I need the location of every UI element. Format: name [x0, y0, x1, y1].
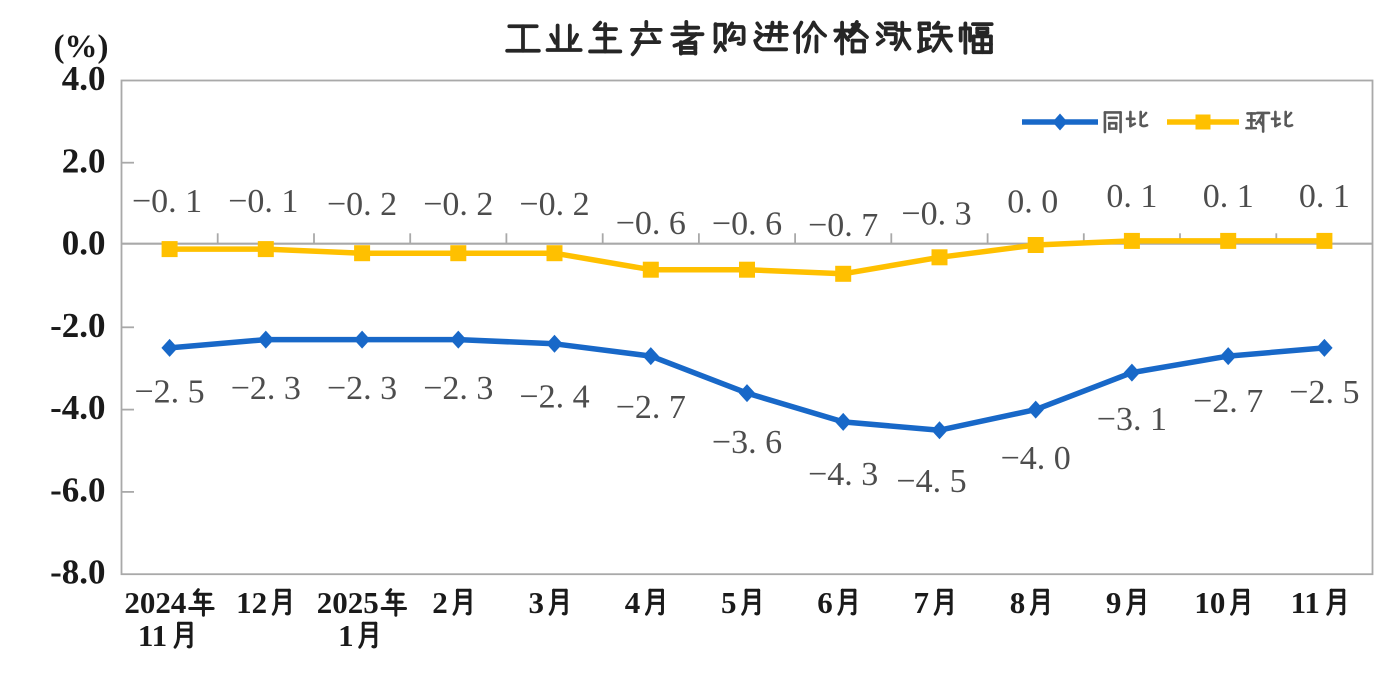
svg-text:−3. 1: −3. 1: [1097, 401, 1167, 438]
svg-text:2.0: 2.0: [62, 141, 106, 180]
svg-text:0. 0: 0. 0: [1007, 184, 1058, 221]
svg-text:-2.0: -2.0: [50, 306, 105, 345]
svg-text:5: 5: [721, 585, 737, 620]
svg-text:−4. 3: −4. 3: [808, 456, 878, 493]
svg-text:10: 10: [1194, 585, 1225, 620]
svg-text:1: 1: [338, 618, 354, 653]
svg-text:−0. 1: −0. 1: [228, 183, 298, 220]
svg-text:−2. 7: −2. 7: [1193, 383, 1263, 420]
svg-text:4: 4: [625, 585, 641, 620]
svg-text:0.0: 0.0: [62, 224, 106, 263]
svg-text:−3. 6: −3. 6: [712, 424, 782, 461]
svg-text:−0. 2: −0. 2: [327, 186, 397, 223]
svg-text:2024: 2024: [124, 585, 186, 620]
svg-text:−4. 5: −4. 5: [896, 463, 966, 500]
svg-text:−2. 3: −2. 3: [327, 370, 397, 407]
svg-text:0. 1: 0. 1: [1203, 178, 1254, 215]
svg-text:−0. 2: −0. 2: [423, 186, 493, 223]
svg-text:−0. 3: −0. 3: [901, 196, 971, 233]
svg-text:−2. 5: −2. 5: [135, 373, 205, 410]
svg-text:−0. 6: −0. 6: [712, 206, 782, 243]
svg-text:−2. 5: −2. 5: [1289, 374, 1359, 411]
svg-text:2025: 2025: [317, 585, 379, 620]
svg-text:0. 1: 0. 1: [1299, 178, 1350, 215]
svg-text:8: 8: [1010, 585, 1025, 620]
svg-text:−4. 0: −4. 0: [1001, 440, 1071, 477]
svg-text:−0. 2: −0. 2: [519, 186, 589, 223]
svg-text:−0. 7: −0. 7: [808, 207, 878, 244]
svg-text:4.0: 4.0: [62, 59, 106, 98]
svg-text:−2. 3: −2. 3: [423, 370, 493, 407]
svg-text:−2. 3: −2. 3: [231, 370, 301, 407]
svg-text:−0. 6: −0. 6: [616, 205, 686, 242]
svg-text:12: 12: [236, 585, 267, 620]
svg-text:-6.0: -6.0: [50, 470, 105, 509]
svg-text:−2. 7: −2. 7: [616, 389, 686, 426]
svg-text:-8.0: -8.0: [50, 553, 105, 592]
svg-text:-4.0: -4.0: [50, 388, 105, 427]
svg-text:(%): (%): [54, 29, 109, 65]
svg-text:7: 7: [914, 585, 930, 620]
svg-text:2: 2: [432, 585, 448, 620]
svg-text:11: 11: [138, 618, 167, 653]
svg-text:9: 9: [1106, 585, 1122, 620]
svg-text:−2. 4: −2. 4: [519, 379, 589, 416]
svg-text:11: 11: [1291, 585, 1320, 620]
svg-text:3: 3: [529, 585, 545, 620]
svg-text:0. 1: 0. 1: [1106, 178, 1157, 215]
svg-text:−0. 1: −0. 1: [132, 183, 202, 220]
svg-text:6: 6: [817, 585, 833, 620]
